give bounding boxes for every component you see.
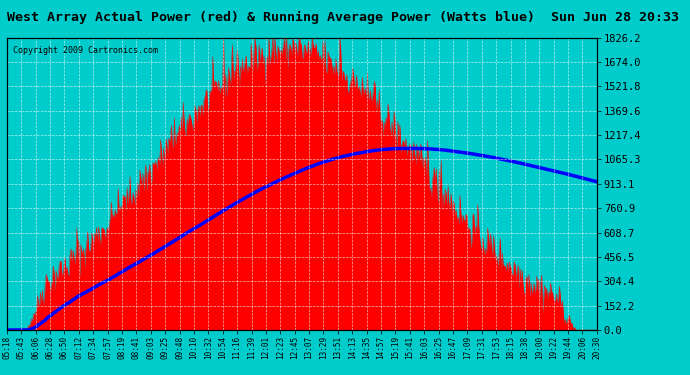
Text: West Array Actual Power (red) & Running Average Power (Watts blue)  Sun Jun 28 2: West Array Actual Power (red) & Running … bbox=[7, 11, 679, 24]
Text: Copyright 2009 Cartronics.com: Copyright 2009 Cartronics.com bbox=[13, 46, 158, 55]
